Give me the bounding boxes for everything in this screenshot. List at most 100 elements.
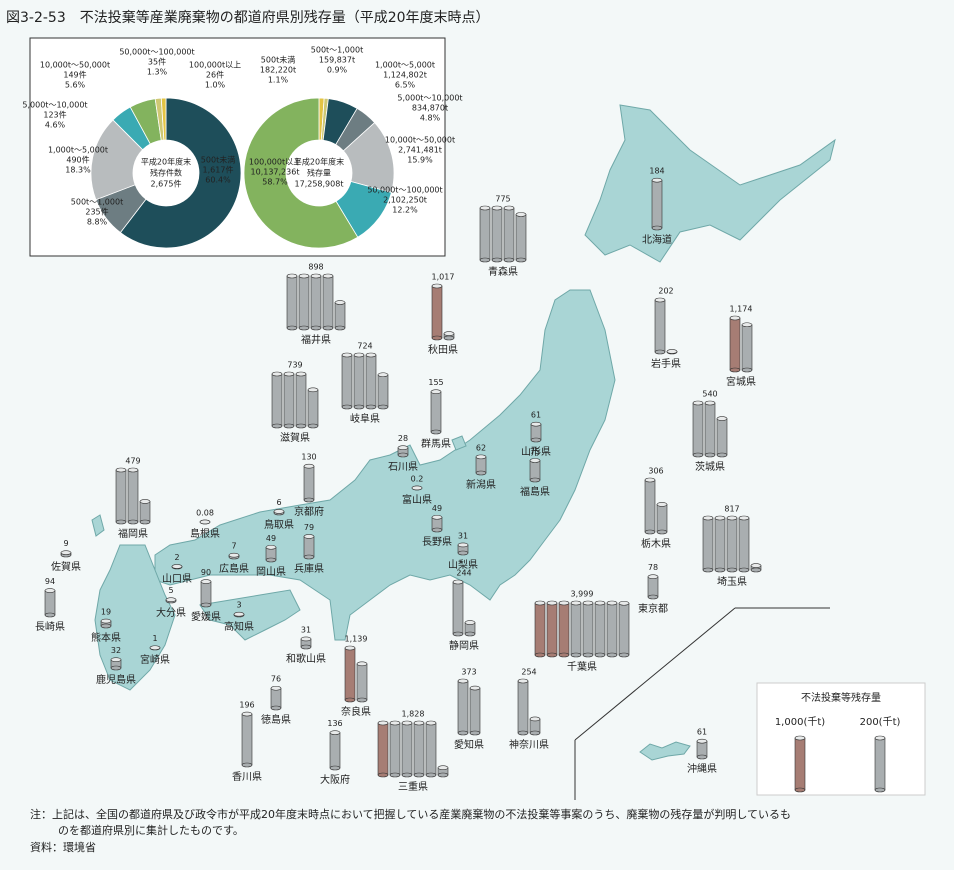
prefecture-bars: [149, 645, 161, 651]
cylinder-bottom: [656, 529, 668, 535]
cylinder-top: [529, 716, 541, 722]
cylinder-bottom: [647, 594, 659, 600]
cylinder-bottom: [750, 567, 762, 573]
cylinder-top: [298, 273, 310, 279]
cylinder-bottom: [200, 602, 212, 608]
value-label: 32: [111, 646, 121, 655]
slice-percent: 1.0%: [205, 81, 226, 90]
prefecture-label: 愛媛県: [191, 610, 221, 623]
cylinder-bottom: [139, 519, 151, 525]
cylinder-bottom: [475, 470, 487, 476]
slice-percent: 15.9%: [407, 156, 433, 165]
slice-count: 2,741,481t: [398, 146, 442, 155]
prefecture-label: 鹿児島県: [96, 673, 136, 686]
cylinder-bottom: [606, 652, 618, 658]
cylinder: [503, 207, 515, 261]
cylinder: [644, 479, 656, 533]
value-label: 3,999: [571, 590, 594, 599]
legend-swatch: [794, 735, 806, 793]
prefecture-bars: [60, 550, 72, 558]
prefecture-bars: [696, 738, 708, 760]
cylinder: [606, 602, 618, 656]
value-label: 94: [45, 577, 55, 586]
cylinder-top: [44, 588, 56, 593]
cylinder-top: [344, 645, 356, 651]
cylinder-bottom: [618, 652, 630, 658]
cylinder-bottom: [738, 567, 750, 573]
slice-count: 1,124,802t: [383, 71, 427, 80]
cylinder-top: [716, 416, 728, 421]
cylinder-top: [425, 720, 437, 726]
value-label: 775: [495, 195, 510, 204]
cylinder: [322, 275, 334, 329]
cylinder: [200, 581, 212, 606]
value-label: 62: [476, 443, 486, 452]
cylinder: [651, 179, 663, 229]
slice-label: 500t未満: [201, 155, 235, 165]
cylinder-bottom: [431, 527, 443, 533]
cylinder-top: [100, 618, 112, 624]
slice-label: 50,000t～100,000t: [367, 186, 442, 195]
cylinder-top: [654, 297, 666, 303]
cylinder-bottom: [344, 697, 356, 703]
cylinder: [431, 285, 443, 339]
value-label: 1,174: [730, 305, 753, 314]
value-label: 0.2: [411, 474, 424, 483]
cylinder-bottom: [322, 325, 334, 331]
value-label: 817: [724, 505, 739, 514]
prefecture-label: 北海道: [642, 233, 672, 246]
cylinder-bottom: [271, 423, 283, 429]
slice-percent: 18.3%: [65, 166, 91, 175]
cylinder-bottom: [100, 623, 112, 629]
cylinder: [582, 602, 594, 656]
cylinder-bottom: [874, 787, 886, 793]
cylinder-bottom: [283, 423, 295, 429]
cylinder-bottom: [594, 652, 606, 658]
cylinder: [702, 517, 714, 571]
cylinder-bottom: [295, 423, 307, 429]
slice-label: 5,000t～10,000t: [22, 101, 87, 110]
slice-count: 159,837t: [319, 56, 355, 65]
sado: [451, 435, 467, 451]
cylinder-top: [341, 352, 353, 358]
value-label: 724: [357, 342, 372, 351]
slice-label: 100,000t以上: [249, 158, 301, 167]
prefecture-bars: [651, 177, 663, 231]
prefecture-bars: [270, 685, 282, 711]
value-label: 5: [168, 586, 173, 595]
prefecture-label: 福井県: [301, 333, 331, 346]
cylinder: [647, 576, 659, 598]
prefecture-label: 青森県: [488, 265, 518, 278]
cylinder-top: [726, 515, 738, 521]
cylinder-top: [377, 372, 389, 378]
cylinder-top: [127, 467, 139, 473]
value-label: 244: [456, 569, 471, 578]
value-label: 136: [327, 719, 342, 728]
cylinder-top: [270, 685, 282, 691]
cylinder-top: [534, 600, 546, 606]
prefecture-label: 岐阜県: [350, 412, 380, 425]
cylinder-bottom: [303, 497, 315, 503]
cylinder-top: [115, 467, 127, 473]
prefecture-label: 石川県: [388, 461, 418, 473]
pie-center-label: 17,258,908t: [295, 180, 344, 189]
prefecture-label: 岩手県: [651, 357, 681, 370]
legend-label: 1,000(千t): [775, 716, 825, 728]
cylinder: [286, 275, 298, 329]
cylinder-bottom: [452, 631, 464, 637]
prefecture-label: 島根県: [190, 527, 220, 540]
prefecture-label: 京都府: [294, 505, 324, 518]
cylinder-bottom: [529, 477, 541, 483]
value-label: 155: [428, 378, 443, 387]
cylinder-bottom: [341, 404, 353, 410]
cylinder-top: [515, 212, 527, 217]
slice-percent: 1.3%: [147, 68, 168, 77]
cylinder: [377, 722, 389, 776]
value-label: 79: [304, 523, 314, 532]
prefecture-label: 群馬県: [421, 437, 451, 450]
cylinder: [726, 517, 738, 571]
cylinder-bottom: [365, 404, 377, 410]
pie-slice: [243, 97, 359, 249]
prefecture-bars: [654, 297, 678, 355]
